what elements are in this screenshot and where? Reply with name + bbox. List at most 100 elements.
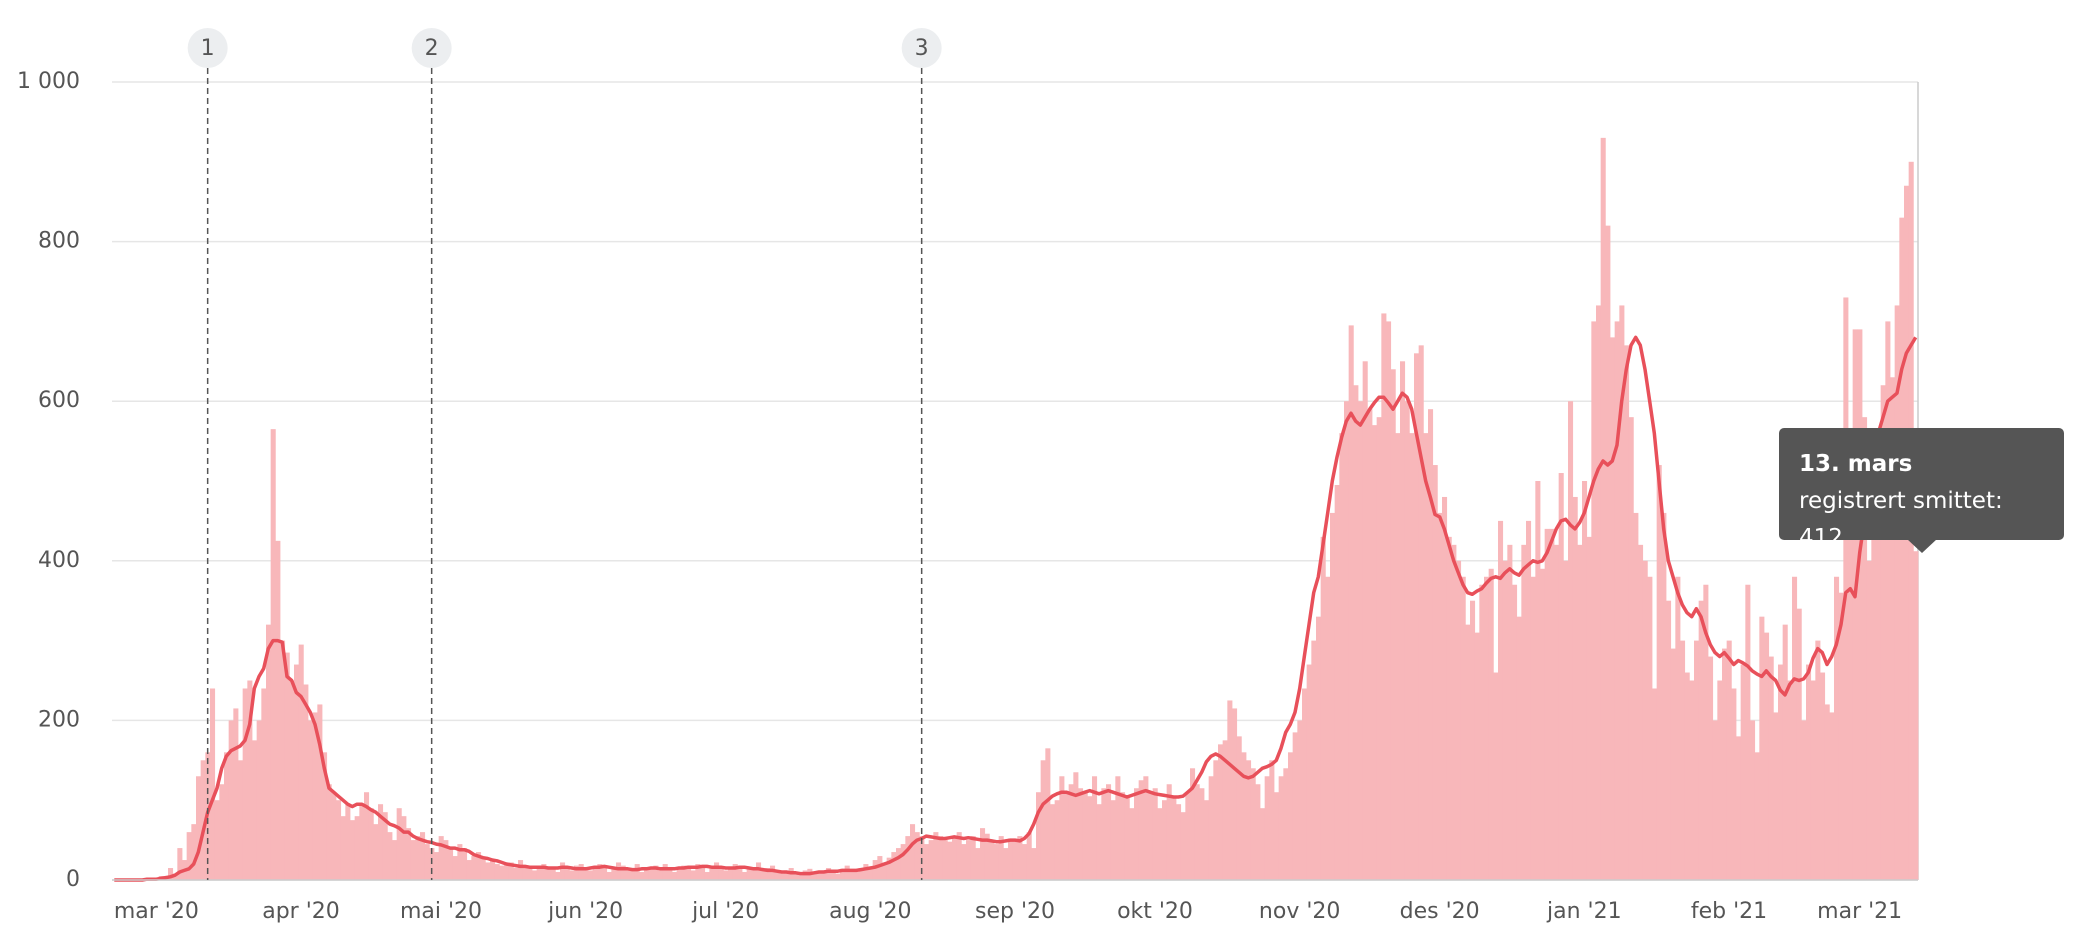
bar bbox=[476, 852, 482, 880]
bar bbox=[1834, 576, 1840, 880]
bar bbox=[1806, 664, 1812, 880]
bar bbox=[994, 844, 1000, 880]
bar bbox=[1568, 401, 1574, 880]
bar bbox=[1628, 417, 1634, 880]
bar bbox=[224, 752, 230, 880]
bar bbox=[1292, 732, 1298, 880]
bar bbox=[392, 840, 398, 880]
y-tick-label: 1 000 bbox=[17, 69, 80, 94]
event-label: 2 bbox=[425, 36, 439, 61]
bar bbox=[1367, 409, 1373, 880]
bar bbox=[746, 868, 752, 880]
bar bbox=[1339, 433, 1345, 880]
bar bbox=[462, 848, 468, 880]
bar bbox=[1838, 592, 1844, 880]
bar bbox=[1787, 680, 1793, 880]
bar bbox=[1470, 600, 1476, 880]
bar bbox=[1913, 551, 1919, 880]
bar bbox=[625, 870, 631, 880]
x-tick-label: des '20 bbox=[1400, 899, 1480, 924]
y-tick-label: 200 bbox=[38, 707, 80, 732]
bar bbox=[312, 712, 318, 880]
bar bbox=[1166, 784, 1172, 880]
bar bbox=[1106, 784, 1112, 880]
bar bbox=[452, 856, 458, 880]
bar bbox=[1736, 736, 1742, 880]
bar bbox=[1586, 536, 1592, 880]
bar bbox=[751, 867, 757, 880]
event-label: 1 bbox=[201, 36, 215, 61]
bar bbox=[1670, 648, 1676, 880]
bar bbox=[1092, 776, 1098, 880]
bar bbox=[438, 836, 444, 880]
bar bbox=[294, 664, 300, 880]
bar bbox=[602, 867, 608, 880]
bar bbox=[1134, 788, 1140, 880]
bar bbox=[1666, 600, 1672, 880]
bar bbox=[1255, 784, 1261, 880]
bar bbox=[1362, 361, 1368, 880]
bar bbox=[354, 816, 360, 880]
bar bbox=[989, 840, 995, 880]
bar bbox=[340, 816, 346, 880]
bar bbox=[359, 804, 365, 880]
bar bbox=[504, 864, 510, 880]
bar bbox=[471, 856, 477, 880]
bar bbox=[1792, 576, 1798, 880]
bar bbox=[280, 640, 286, 880]
bar bbox=[1829, 712, 1835, 880]
bar bbox=[592, 865, 598, 880]
bar bbox=[984, 833, 990, 880]
bar bbox=[933, 832, 939, 880]
bar bbox=[256, 720, 262, 880]
bar bbox=[1274, 792, 1280, 880]
bar bbox=[574, 865, 580, 880]
bar bbox=[1390, 369, 1396, 880]
bar bbox=[840, 868, 846, 880]
bar bbox=[434, 852, 440, 880]
bar bbox=[317, 704, 323, 880]
bar bbox=[695, 864, 701, 880]
bar bbox=[1750, 720, 1756, 880]
bar bbox=[578, 864, 584, 880]
bar bbox=[1474, 632, 1480, 880]
bar bbox=[1078, 788, 1084, 880]
bar bbox=[830, 872, 836, 880]
bar bbox=[1031, 848, 1037, 880]
bar bbox=[1124, 796, 1130, 880]
bar bbox=[364, 792, 370, 880]
bar bbox=[1642, 560, 1648, 880]
bar bbox=[270, 429, 276, 880]
bar bbox=[1694, 640, 1700, 880]
bar bbox=[1876, 496, 1882, 880]
bar bbox=[1227, 700, 1233, 880]
bar bbox=[896, 848, 902, 880]
bar bbox=[1712, 720, 1718, 880]
bar bbox=[1498, 520, 1504, 880]
bar bbox=[1082, 792, 1088, 880]
bar bbox=[1456, 560, 1462, 880]
tooltip: 13. mars registrert smittet: 412 bbox=[1779, 428, 2064, 551]
bar bbox=[1810, 680, 1816, 880]
bar bbox=[513, 868, 519, 880]
bar bbox=[1246, 760, 1252, 880]
bar bbox=[508, 862, 514, 880]
bar bbox=[1022, 844, 1028, 880]
bar bbox=[1866, 560, 1872, 880]
bar bbox=[1218, 744, 1224, 880]
bar bbox=[718, 868, 724, 880]
bar bbox=[350, 820, 356, 880]
bar bbox=[966, 840, 972, 880]
bar bbox=[275, 540, 281, 880]
bar bbox=[1638, 544, 1644, 880]
bar bbox=[1740, 664, 1746, 880]
bar bbox=[812, 873, 818, 880]
bar bbox=[1633, 512, 1639, 880]
bar bbox=[284, 652, 290, 880]
bar bbox=[648, 867, 654, 880]
bar bbox=[1208, 776, 1214, 880]
bar bbox=[448, 848, 454, 880]
bar bbox=[1194, 784, 1200, 880]
bar bbox=[368, 808, 374, 880]
bar bbox=[1521, 544, 1527, 880]
